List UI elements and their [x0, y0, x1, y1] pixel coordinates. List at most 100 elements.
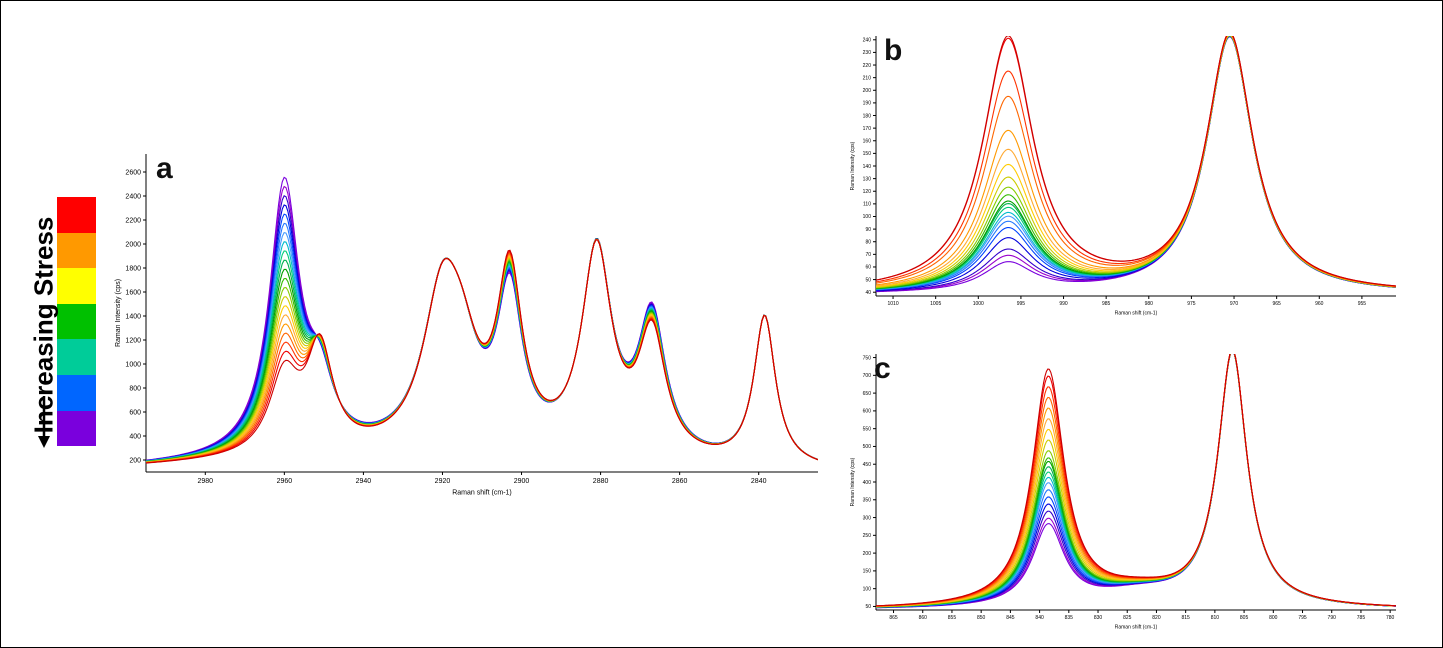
stress-swatch-5 — [57, 374, 96, 411]
y-tick-label: 240 — [863, 38, 872, 44]
x-tick-label: 840 — [1035, 615, 1044, 621]
stress-swatch-2 — [57, 268, 96, 304]
x-tick-label: 990 — [1059, 301, 1068, 307]
series-line — [876, 36, 1396, 291]
y-tick-label: 150 — [863, 151, 872, 157]
x-tick-label: 2900 — [514, 478, 530, 485]
series-line — [876, 354, 1396, 608]
x-tick-label: 800 — [1269, 615, 1278, 621]
y-tick-label: 2200 — [125, 217, 141, 224]
series-line — [876, 354, 1396, 608]
y-tick-label: 140 — [863, 164, 872, 170]
x-tick-label: 975 — [1187, 301, 1196, 307]
x-tick-label: 995 — [1017, 301, 1026, 307]
x-tick-label: 830 — [1094, 615, 1103, 621]
series-line — [876, 354, 1396, 608]
y-tick-label: 2400 — [125, 193, 141, 200]
series-line — [876, 36, 1396, 290]
y-tick-label: 200 — [863, 88, 872, 94]
x-tick-label: 855 — [948, 615, 957, 621]
series-line — [876, 36, 1396, 291]
y-tick-label: 550 — [863, 426, 872, 432]
y-tick-label: 90 — [865, 227, 871, 233]
y-tick-label: 100 — [863, 214, 872, 220]
series-line — [876, 354, 1396, 608]
series-line — [876, 354, 1396, 607]
x-tick-label: 2960 — [277, 478, 293, 485]
y-tick-label: 40 — [865, 290, 871, 296]
y-tick-label: 50 — [865, 277, 871, 283]
series-line — [876, 36, 1396, 287]
y-tick-label: 1600 — [125, 289, 141, 296]
series-line — [876, 354, 1396, 609]
series-group — [876, 36, 1396, 293]
series-line — [876, 36, 1396, 288]
stress-color-scale — [57, 197, 96, 447]
x-tick-label: 795 — [1298, 615, 1307, 621]
x-tick-label: 860 — [919, 615, 928, 621]
series-line — [876, 354, 1396, 608]
y-tick-label: 110 — [863, 202, 871, 208]
panel-letter-b: b — [884, 34, 902, 67]
y-tick-label: 300 — [863, 515, 872, 521]
y-tick-label: 160 — [863, 139, 872, 145]
y-tick-label: 220 — [863, 63, 872, 69]
x-tick-label: 1000 — [973, 301, 984, 307]
y-tick-label: 50 — [865, 604, 871, 610]
x-tick-label: 2920 — [435, 478, 451, 485]
x-tick-label: 2880 — [593, 478, 609, 485]
x-tick-label: 845 — [1006, 615, 1015, 621]
y-tick-label: 650 — [863, 391, 872, 397]
y-tick-label: 200 — [863, 551, 872, 557]
x-tick-label: 805 — [1240, 615, 1249, 621]
y-tick-label: 1800 — [125, 265, 141, 272]
y-tick-label: 170 — [863, 126, 872, 132]
series-line — [876, 36, 1396, 288]
y-tick-label: 180 — [863, 113, 872, 119]
series-line — [876, 36, 1396, 290]
stress-swatch-6 — [57, 410, 96, 447]
y-tick-label: 230 — [863, 50, 872, 56]
x-tick-label: 955 — [1358, 301, 1367, 307]
y-tick-label: 190 — [863, 101, 872, 107]
stress-arrow-icon — [38, 396, 50, 448]
x-tick-label: 850 — [977, 615, 986, 621]
x-tick-label: 825 — [1123, 615, 1132, 621]
y-tick-label: 100 — [863, 586, 872, 592]
y-tick-label: 1200 — [125, 337, 141, 344]
x-tick-label: 835 — [1065, 615, 1074, 621]
series-line — [876, 354, 1396, 607]
series-line — [876, 354, 1396, 608]
panel-letter-a: a — [156, 152, 173, 185]
y-tick-label: 120 — [863, 189, 872, 195]
x-axis-title: Raman shift (cm-1) — [452, 490, 512, 497]
y-tick-label: 1000 — [125, 361, 141, 368]
series-line — [876, 354, 1396, 609]
y-tick-label: 400 — [863, 480, 872, 486]
y-axis-title: Raman Intensity (cps) — [850, 457, 856, 506]
series-line — [876, 36, 1396, 287]
x-tick-label: 785 — [1357, 615, 1366, 621]
chart-panel-c: 50 100 150 200 250 300 350 400 450 500 550 600 650 70… — [850, 352, 1396, 631]
y-tick-label: 210 — [863, 75, 872, 81]
stress-swatch-3 — [57, 303, 96, 340]
stress-swatch-4 — [57, 339, 96, 375]
x-tick-label: 2940 — [356, 478, 372, 485]
series-line — [876, 354, 1396, 607]
x-tick-label: 985 — [1102, 301, 1111, 307]
series-line — [876, 354, 1396, 607]
x-tick-label: 965 — [1272, 301, 1281, 307]
x-tick-label: 2860 — [672, 478, 688, 485]
series-line — [876, 354, 1396, 608]
x-tick-label: 1005 — [930, 301, 941, 307]
series-line — [876, 354, 1396, 609]
series-line — [146, 239, 818, 464]
x-tick-label: 815 — [1181, 615, 1190, 621]
y-tick-label: 2000 — [125, 241, 141, 248]
x-tick-label: 980 — [1145, 301, 1154, 307]
series-line — [876, 354, 1396, 608]
stress-swatch-0 — [57, 197, 96, 233]
x-tick-label: 780 — [1386, 615, 1395, 621]
x-tick-label: 790 — [1328, 615, 1337, 621]
series-line — [876, 36, 1396, 287]
